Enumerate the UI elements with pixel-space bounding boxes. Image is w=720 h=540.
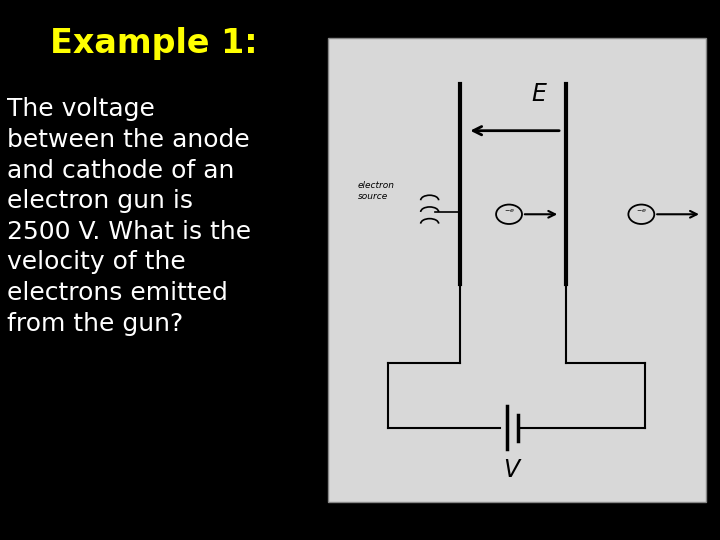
Bar: [328, 38, 706, 502]
Circle shape: [496, 205, 522, 224]
Text: electron
source: electron source: [358, 181, 395, 201]
Circle shape: [629, 205, 654, 224]
Text: The voltage
between the anode
and cathode of an
electron gun is
2500 V. What is : The voltage between the anode and cathod…: [7, 97, 251, 336]
Text: $E$: $E$: [531, 82, 548, 105]
Text: $V$: $V$: [503, 458, 523, 482]
Text: Example 1:: Example 1:: [50, 27, 258, 60]
Text: $^{-e}$: $^{-e}$: [503, 207, 515, 216]
Text: $^{-e}$: $^{-e}$: [636, 207, 647, 216]
